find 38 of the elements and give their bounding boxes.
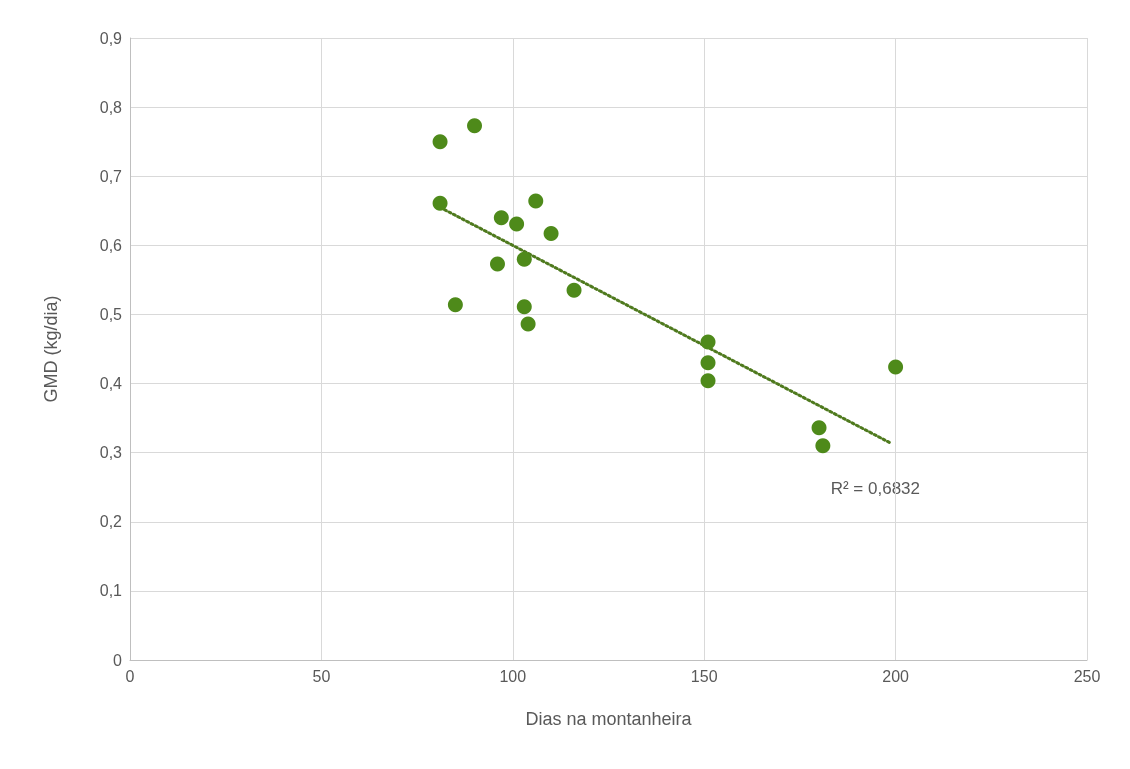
point bbox=[516, 299, 532, 315]
y-axis-title: GMD (kg/dia) bbox=[41, 295, 61, 403]
x-axis-title: Dias na montanheira bbox=[525, 709, 693, 729]
point bbox=[516, 251, 532, 267]
y-tick-label: 0,3 bbox=[99, 444, 123, 462]
point bbox=[467, 118, 483, 134]
point bbox=[528, 193, 544, 209]
point bbox=[700, 355, 716, 371]
y-tick-label: 0,2 bbox=[99, 513, 123, 531]
x-tick-label: 0 bbox=[125, 667, 135, 685]
x-tick-label: 100 bbox=[499, 667, 527, 685]
point bbox=[432, 134, 448, 150]
annotation: R² = 0,6832 bbox=[830, 479, 920, 498]
point bbox=[509, 216, 525, 232]
y-tick-label: 0,4 bbox=[99, 375, 123, 393]
point bbox=[493, 210, 509, 226]
y-tick-label: 0,8 bbox=[99, 98, 123, 116]
point bbox=[888, 359, 904, 375]
point bbox=[566, 282, 582, 298]
point bbox=[447, 297, 463, 313]
point bbox=[815, 438, 831, 454]
y-tick-label: 0,5 bbox=[99, 305, 123, 323]
x-tick-label: 150 bbox=[690, 667, 718, 685]
y-tick-label: 0,7 bbox=[99, 167, 123, 185]
y-tick-label: 0,9 bbox=[99, 29, 123, 47]
point bbox=[543, 226, 559, 242]
x-tick-label: 250 bbox=[1073, 667, 1101, 685]
point bbox=[490, 256, 505, 272]
x-tick-label: 200 bbox=[882, 667, 910, 685]
point bbox=[700, 334, 716, 350]
point bbox=[432, 195, 448, 211]
y-tick-label: 0,1 bbox=[99, 582, 123, 600]
x-tick-label: 50 bbox=[312, 667, 331, 685]
y-tick-label: 0 bbox=[113, 651, 123, 669]
point bbox=[700, 373, 716, 389]
point bbox=[811, 420, 827, 436]
y-tick-label: 0,6 bbox=[99, 236, 123, 254]
point bbox=[520, 316, 536, 332]
